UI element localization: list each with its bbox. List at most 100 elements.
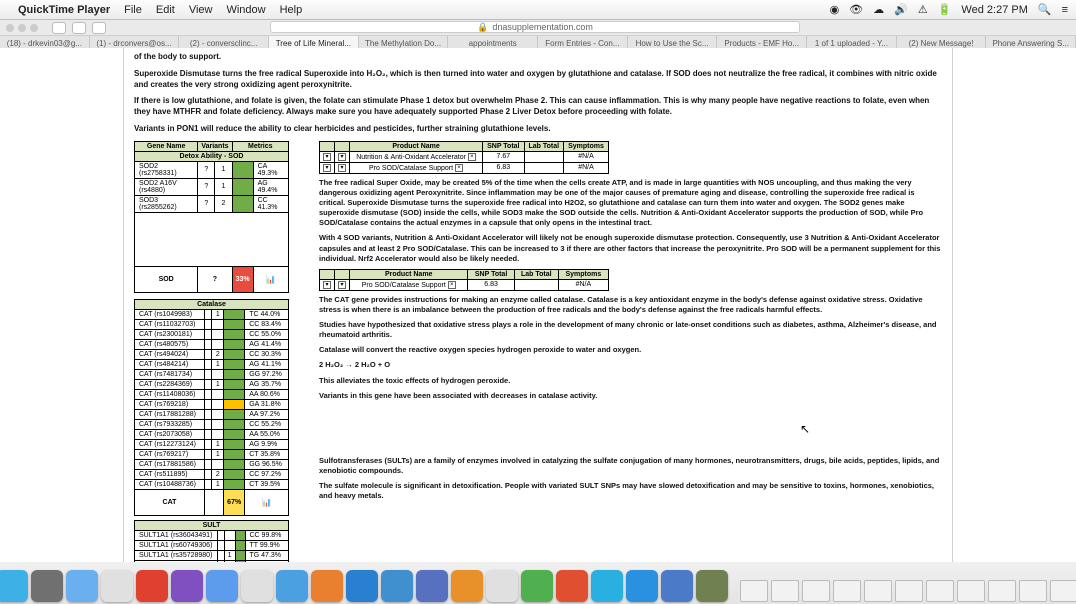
- cat-chart-icon[interactable]: 📊: [245, 489, 289, 515]
- dock-app-19[interactable]: [661, 570, 693, 602]
- dock-app-1[interactable]: [31, 570, 63, 602]
- spotlight-icon[interactable]: 🔍: [1038, 3, 1052, 16]
- variant-q: [204, 409, 212, 419]
- dock-app-15[interactable]: [521, 570, 553, 602]
- cat-text-6: Variants in this gene have been associat…: [319, 391, 942, 401]
- col-variants: Variants: [198, 141, 232, 151]
- sult-table: SULT SULT1A1 (rs36043491) CC 99.8% SULT1…: [134, 520, 289, 562]
- pt2-h-sym: Symptoms: [558, 269, 608, 279]
- dock-app-16[interactable]: [556, 570, 588, 602]
- forward-button[interactable]: [72, 22, 86, 34]
- metric-flag: [224, 439, 245, 449]
- sod-chart-icon[interactable]: 📊: [253, 266, 288, 292]
- battery-icon[interactable]: 🔋: [938, 3, 952, 16]
- dock-app-3[interactable]: [101, 570, 133, 602]
- eye-icon[interactable]: 👁: [849, 3, 863, 16]
- dock-app-7[interactable]: [241, 570, 273, 602]
- dock-app-4[interactable]: [136, 570, 168, 602]
- app-name[interactable]: QuickTime Player: [18, 4, 110, 16]
- product-row: ▾ ▾ Pro SOD/Catalase Support × 6.83 #N/A: [320, 279, 609, 290]
- menu-edit[interactable]: Edit: [156, 4, 175, 16]
- volume-icon[interactable]: 🔊: [894, 3, 908, 16]
- menu-help[interactable]: Help: [280, 4, 303, 16]
- metric-flag: [224, 309, 245, 319]
- table-row: CAT (rs2300181) CC 55.0%: [135, 329, 289, 339]
- dock-window-9[interactable]: [1019, 580, 1047, 602]
- gene-name: CAT (rs17881586): [135, 459, 205, 469]
- dock-window-8[interactable]: [988, 580, 1016, 602]
- variant-n: 1: [212, 379, 224, 389]
- lab-total: [514, 279, 558, 290]
- dock-window-4[interactable]: [864, 580, 892, 602]
- document-page: of the body to support. Superoxide Dismu…: [123, 48, 953, 562]
- address-bar[interactable]: 🔒dnasupplementation.com: [270, 21, 800, 33]
- variant-q: [204, 309, 212, 319]
- menu-window[interactable]: Window: [226, 4, 265, 16]
- dock-window-7[interactable]: [957, 580, 985, 602]
- dock-window-1[interactable]: [771, 580, 799, 602]
- qty-up[interactable]: ▾: [335, 279, 350, 290]
- wifi-icon[interactable]: ⚠: [918, 3, 928, 16]
- sult-text-2: The sulfate molecule is significant in d…: [319, 481, 942, 501]
- metric-value: AG 41.4%: [245, 339, 289, 349]
- cat-q: [204, 489, 223, 515]
- dock-window-0[interactable]: [740, 580, 768, 602]
- gene-name: CAT (rs17881288): [135, 409, 205, 419]
- dock-app-6[interactable]: [206, 570, 238, 602]
- dock-window-2[interactable]: [802, 580, 830, 602]
- variant-n: [212, 319, 224, 329]
- record-icon[interactable]: ◉: [830, 3, 840, 16]
- sidebar-button[interactable]: [92, 22, 106, 34]
- dock-app-13[interactable]: [451, 570, 483, 602]
- dock-window-3[interactable]: [833, 580, 861, 602]
- dock-app-14[interactable]: [486, 570, 518, 602]
- remove-icon[interactable]: ×: [455, 164, 463, 172]
- clock[interactable]: Wed 2:27 PM: [961, 4, 1027, 16]
- dock-app-2[interactable]: [66, 570, 98, 602]
- dock-window-10[interactable]: [1050, 580, 1076, 602]
- dock: [0, 562, 1076, 604]
- dock-app-10[interactable]: [346, 570, 378, 602]
- cat-label: CAT: [135, 489, 205, 515]
- cloud-icon[interactable]: ☁: [873, 3, 884, 16]
- dock-app-12[interactable]: [416, 570, 448, 602]
- dock-app-8[interactable]: [276, 570, 308, 602]
- window-controls[interactable]: [6, 24, 38, 32]
- metric-value: AA 80.6%: [245, 389, 289, 399]
- snp-total: 6.83: [483, 162, 524, 173]
- dock-app-5[interactable]: [171, 570, 203, 602]
- gene-name: CAT (rs769218): [135, 399, 205, 409]
- remove-icon[interactable]: ×: [448, 281, 456, 289]
- menu-view[interactable]: View: [189, 4, 213, 16]
- metric-value: GG 97.2%: [245, 369, 289, 379]
- qty-up[interactable]: ▾: [335, 151, 350, 162]
- intro-1: Superoxide Dismutase turns the free radi…: [134, 69, 942, 91]
- remove-icon[interactable]: ×: [468, 153, 476, 161]
- metric-flag: [224, 409, 245, 419]
- qty-down[interactable]: ▾: [320, 162, 335, 173]
- dock-window-6[interactable]: [926, 580, 954, 602]
- variant-n: [224, 540, 235, 550]
- dock-app-18[interactable]: [626, 570, 658, 602]
- qty-down[interactable]: ▾: [320, 151, 335, 162]
- table-row: CAT (rs1049983) 1 TC 44.0%: [135, 309, 289, 319]
- dock-app-17[interactable]: [591, 570, 623, 602]
- dock-app-11[interactable]: [381, 570, 413, 602]
- table-row: CAT (rs2284369) 1 AG 35.7%: [135, 379, 289, 389]
- metric-value: GG 96.5%: [245, 459, 289, 469]
- qty-down[interactable]: ▾: [320, 279, 335, 290]
- metric-flag: [224, 449, 245, 459]
- pt-h-name: Product Name: [350, 141, 483, 151]
- dock-app-20[interactable]: [696, 570, 728, 602]
- dock-app-9[interactable]: [311, 570, 343, 602]
- dock-window-5[interactable]: [895, 580, 923, 602]
- menu-icon[interactable]: ≡: [1062, 4, 1068, 16]
- dock-app-0[interactable]: [0, 570, 28, 602]
- variant-n: 1: [212, 479, 224, 489]
- metric-flag: [224, 469, 245, 479]
- back-button[interactable]: [52, 22, 66, 34]
- gene-name: CAT (rs2284369): [135, 379, 205, 389]
- qty-up[interactable]: ▾: [335, 162, 350, 173]
- metric-flag: [224, 479, 245, 489]
- menu-file[interactable]: File: [124, 4, 142, 16]
